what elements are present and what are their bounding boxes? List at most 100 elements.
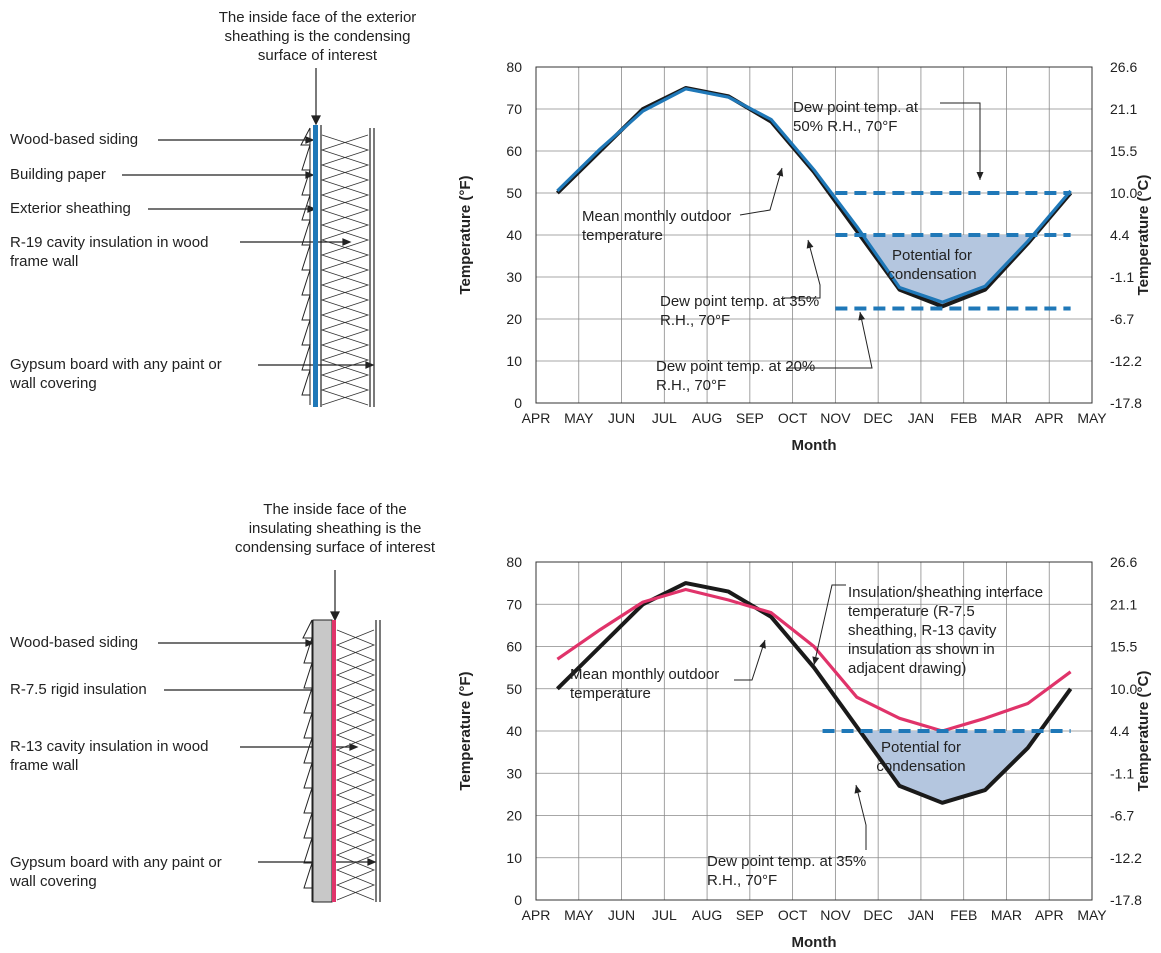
top-label-cavity: R-19 cavity insulation in wood frame wal… — [10, 234, 209, 270]
y-tick-label: 70 — [506, 101, 522, 117]
annotation-arrowhead — [854, 785, 862, 794]
annotation-leader — [786, 311, 873, 369]
y-right-tick-label: -17.8 — [1110, 395, 1142, 411]
y-tick-label: 60 — [506, 143, 522, 159]
annotation-leader — [813, 584, 846, 666]
x-tick-label: DEC — [863, 907, 893, 923]
annotation-arrowhead — [806, 240, 814, 249]
y-right-tick-label: -12.2 — [1110, 850, 1142, 866]
y-axis-title: Temperature (°F) — [457, 671, 474, 790]
x-tick-label: FEB — [950, 410, 977, 426]
x-tick-label: SEP — [736, 410, 764, 426]
x-tick-label: JUN — [608, 410, 635, 426]
y-right-tick-label: 26.6 — [1110, 554, 1137, 570]
x-tick-label: JAN — [908, 410, 934, 426]
top-label-siding: Wood-based siding — [10, 131, 139, 148]
bottom-annot-potential: Potential for condensation — [876, 739, 966, 775]
y-right-tick-label: 21.1 — [1110, 101, 1137, 117]
y-right-axis-title: Temperature (°C) — [1135, 175, 1152, 296]
top-label-paper: Building paper — [10, 166, 106, 183]
x-tick-label: APR — [1035, 907, 1064, 923]
y-right-tick-label: -12.2 — [1110, 353, 1142, 369]
x-tick-label: MAY — [564, 907, 594, 923]
top-annot-dew20: Dew point temp. at 20% R.H., 70°F — [656, 358, 816, 394]
x-tick-label: APR — [522, 410, 551, 426]
x-tick-label: OCT — [778, 907, 808, 923]
x-tick-label: JUL — [652, 907, 677, 923]
x-tick-label: MAY — [1077, 410, 1107, 426]
top-annot-outdoor: Mean monthly outdoor temperature — [582, 208, 732, 244]
y-tick-label: 10 — [506, 850, 522, 866]
x-tick-label: DEC — [863, 410, 893, 426]
y-right-tick-label: -1.1 — [1110, 269, 1134, 285]
x-tick-label: SEP — [736, 907, 764, 923]
y-right-tick-label: -6.7 — [1110, 311, 1134, 327]
top-annot-dew50: Dew point temp. at 50% R.H., 70°F — [793, 99, 919, 135]
x-axis-title: Month — [792, 437, 837, 454]
annotation-leader — [784, 239, 821, 299]
annotation-arrowhead — [776, 168, 784, 177]
plot-frame — [535, 66, 1093, 404]
y-right-tick-label: 15.5 — [1110, 143, 1137, 159]
annotation-arrowhead — [812, 656, 820, 665]
x-tick-label: AUG — [692, 907, 722, 923]
y-tick-label: 10 — [506, 353, 522, 369]
bottom-annot-dew35: Dew point temp. at 35% R.H., 70°F — [707, 853, 867, 889]
x-tick-label: AUG — [692, 410, 722, 426]
bottom-wall-section — [158, 570, 381, 903]
top-label-sheathing: Exterior sheathing — [10, 200, 131, 217]
y-tick-label: 80 — [506, 554, 522, 570]
x-tick-label: APR — [1035, 410, 1064, 426]
x-tick-label: FEB — [950, 907, 977, 923]
y-tick-label: 20 — [506, 808, 522, 824]
y-right-tick-label: 15.5 — [1110, 639, 1137, 655]
annotation-arrowhead — [759, 640, 766, 649]
annotation-arrowhead — [976, 172, 984, 180]
annotation-leader — [739, 167, 783, 216]
y-right-tick-label: 26.6 — [1110, 59, 1137, 75]
y-tick-label: 80 — [506, 59, 522, 75]
y-tick-label: 30 — [506, 765, 522, 781]
y-tick-label: 30 — [506, 269, 522, 285]
bottom-annot-interface: Insulation/sheathing interface temperatu… — [848, 584, 1044, 677]
x-tick-label: NOV — [820, 907, 851, 923]
top-annot-potential: Potential for condensation — [887, 247, 977, 283]
y-tick-label: 20 — [506, 311, 522, 327]
top-annot-dew35: Dew point temp. at 35% R.H., 70°F — [660, 293, 820, 329]
y-right-tick-label: 10.0 — [1110, 681, 1137, 697]
x-axis-title: Month — [792, 934, 837, 950]
annotation-leader — [940, 102, 981, 180]
y-tick-label: 50 — [506, 185, 522, 201]
y-tick-label: 40 — [506, 723, 522, 739]
annotation-leader — [734, 639, 766, 681]
bottom-label-rigid: R-7.5 rigid insulation — [10, 681, 147, 698]
series-line-0 — [555, 581, 1073, 805]
y-tick-label: 50 — [506, 681, 522, 697]
condensation-area — [859, 731, 1041, 803]
y-right-tick-label: 4.4 — [1110, 723, 1130, 739]
y-axis-title: Temperature (°F) — [457, 175, 474, 294]
bottom-label-gypsum: Gypsum board with any paint or wall cove… — [10, 854, 222, 890]
y-right-axis-title: Temperature (°C) — [1135, 671, 1152, 792]
bottom-label-siding: Wood-based siding — [10, 634, 139, 651]
x-tick-label: JUN — [608, 907, 635, 923]
y-right-tick-label: 4.4 — [1110, 227, 1130, 243]
y-tick-label: 60 — [506, 639, 522, 655]
top-wall-callout: The inside face of the exterior sheathin… — [218, 9, 417, 64]
top-chart: 0 10 20 30 40 50 60 70 80 -17.8 -12.2 -6.7 -1.1 4.4 10… — [457, 59, 1152, 454]
plot-frame — [535, 561, 1093, 901]
y-tick-label: 0 — [514, 395, 522, 411]
x-tick-label: APR — [522, 907, 551, 923]
y-right-tick-label: -17.8 — [1110, 892, 1142, 908]
y-right-tick-label: 21.1 — [1110, 596, 1137, 612]
y-right-tick-label: -6.7 — [1110, 808, 1134, 824]
x-tick-label: OCT — [778, 410, 808, 426]
bottom-annot-outdoor: Mean monthly outdoor temperature — [570, 666, 720, 702]
bottom-label-cavity: R-13 cavity insulation in wood frame wal… — [10, 738, 209, 774]
x-tick-label: NOV — [820, 410, 851, 426]
bottom-wall-callout: The inside face of the insulating sheath… — [234, 501, 436, 556]
x-tick-label: JAN — [908, 907, 934, 923]
annotation-arrowhead — [858, 312, 866, 321]
x-tick-label: MAR — [991, 410, 1022, 426]
series-line-1 — [556, 87, 1072, 304]
